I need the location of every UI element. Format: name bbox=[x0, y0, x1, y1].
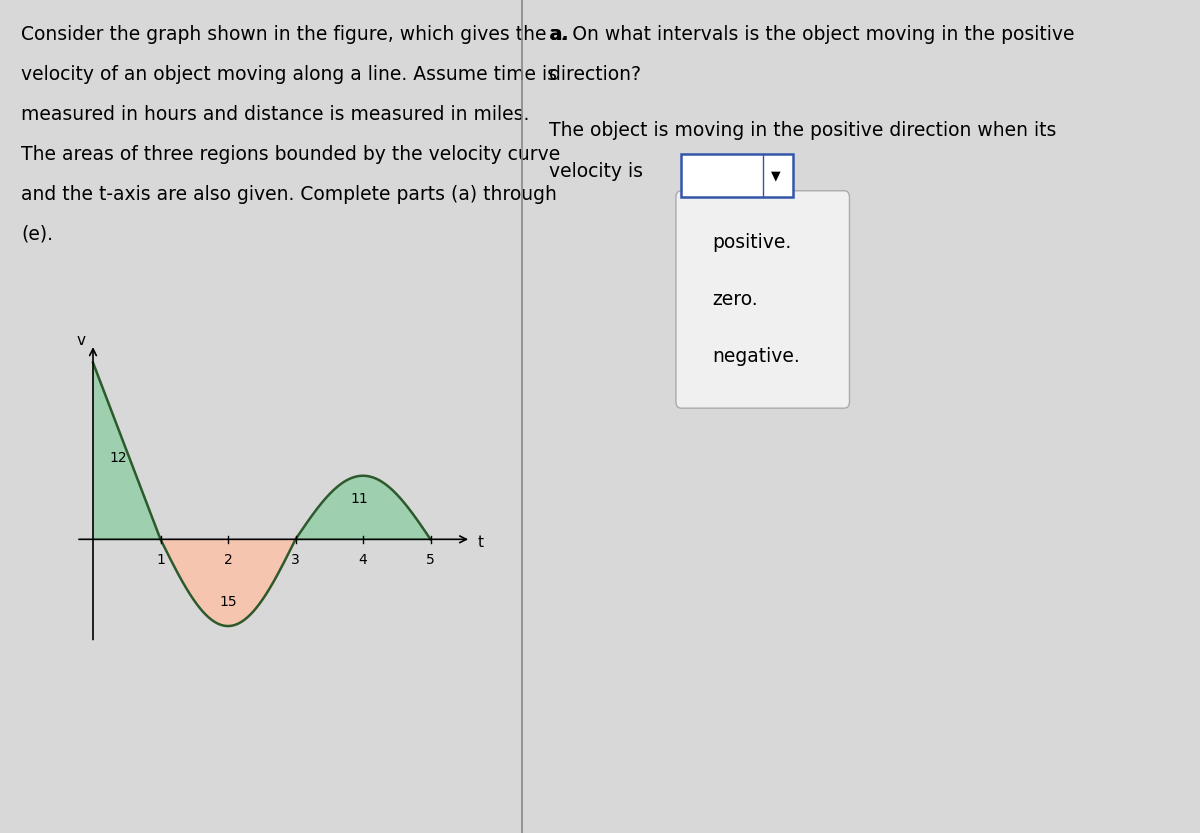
FancyBboxPatch shape bbox=[682, 154, 793, 197]
Text: 11: 11 bbox=[350, 491, 368, 506]
Text: 1: 1 bbox=[156, 552, 164, 566]
Text: 12: 12 bbox=[110, 451, 127, 466]
Text: measured in hours and distance is measured in miles.: measured in hours and distance is measur… bbox=[20, 105, 529, 124]
Text: t: t bbox=[478, 536, 484, 551]
Text: a. On what intervals is the object moving in the positive: a. On what intervals is the object movin… bbox=[550, 25, 1075, 44]
Text: 5: 5 bbox=[426, 552, 434, 566]
Text: and the t-axis are also given. Complete parts (a) through: and the t-axis are also given. Complete … bbox=[20, 185, 557, 204]
Text: velocity of an object moving along a line. Assume time is: velocity of an object moving along a lin… bbox=[20, 65, 557, 84]
Text: 4: 4 bbox=[359, 552, 367, 566]
Text: negative.: negative. bbox=[712, 347, 799, 367]
FancyBboxPatch shape bbox=[676, 191, 850, 408]
Text: v: v bbox=[77, 333, 85, 348]
Text: positive.: positive. bbox=[712, 232, 791, 252]
Text: a.: a. bbox=[550, 25, 569, 44]
Text: ▼: ▼ bbox=[772, 169, 781, 182]
Text: (e).: (e). bbox=[20, 225, 53, 244]
Text: zero.: zero. bbox=[712, 290, 757, 309]
Text: 15: 15 bbox=[220, 595, 236, 609]
Text: Consider the graph shown in the figure, which gives the: Consider the graph shown in the figure, … bbox=[20, 25, 546, 44]
Text: 2: 2 bbox=[223, 552, 233, 566]
Text: The object is moving in the positive direction when its: The object is moving in the positive dir… bbox=[550, 121, 1056, 140]
Text: direction?: direction? bbox=[550, 65, 641, 84]
Text: The areas of three regions bounded by the velocity curve: The areas of three regions bounded by th… bbox=[20, 145, 560, 164]
Text: velocity is: velocity is bbox=[550, 162, 643, 182]
Text: 3: 3 bbox=[292, 552, 300, 566]
